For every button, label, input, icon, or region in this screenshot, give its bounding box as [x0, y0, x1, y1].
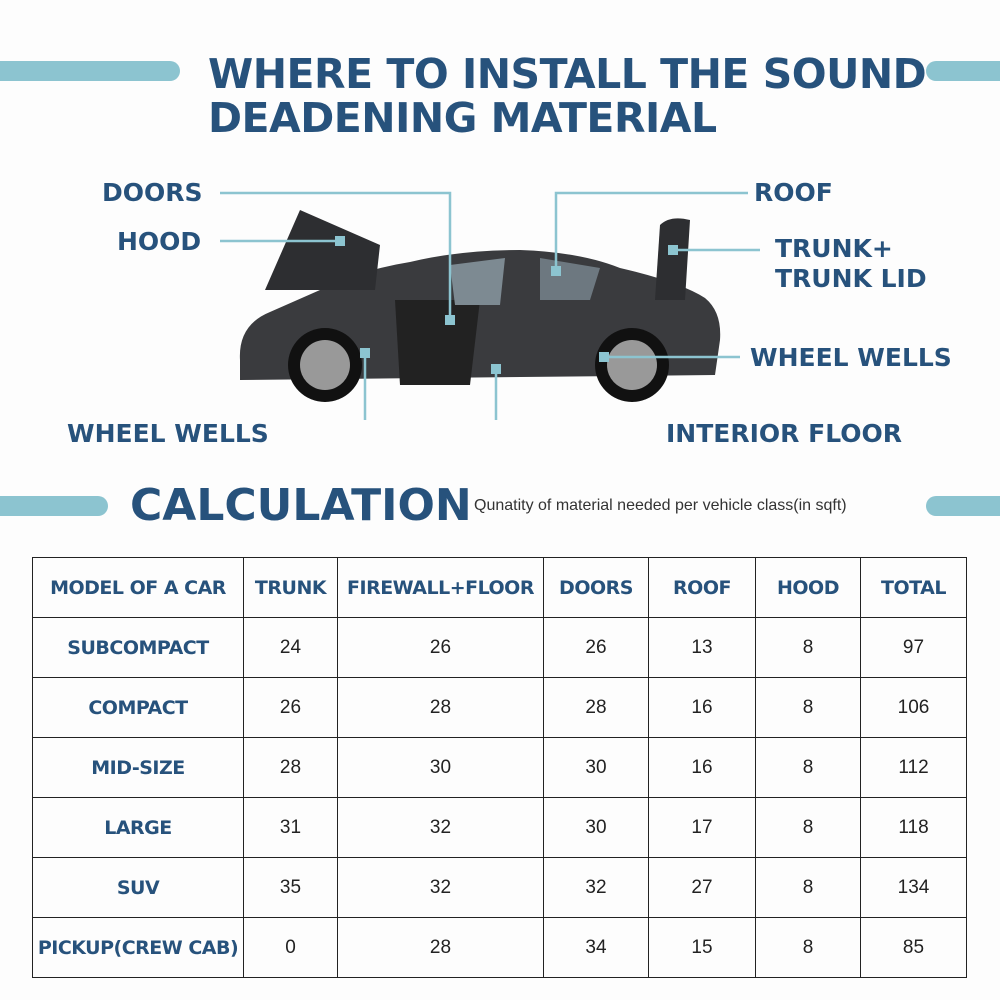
label-roof: ROOF	[754, 178, 833, 207]
cell-firewall-floor: 32	[337, 797, 544, 858]
cell-doors: 30	[543, 737, 649, 798]
header-doors: DOORS	[543, 557, 649, 618]
cell-hood: 8	[755, 857, 861, 918]
cell-hood: 8	[755, 797, 861, 858]
cell-roof: 16	[648, 677, 756, 738]
table-row: PICKUP(CREW CAB) 0 28 34 15 8 85	[32, 917, 967, 978]
table-row: MID-SIZE 28 30 30 16 8 112	[32, 737, 967, 798]
header-model: MODEL OF A CAR	[32, 557, 244, 618]
cell-firewall-floor: 28	[337, 917, 544, 978]
cell-doors: 32	[543, 857, 649, 918]
decor-bar-mid-left	[0, 496, 108, 516]
cell-trunk: 35	[243, 857, 338, 918]
cell-total: 97	[860, 617, 967, 678]
cell-roof: 27	[648, 857, 756, 918]
cell-total: 112	[860, 737, 967, 798]
cell-roof: 17	[648, 797, 756, 858]
cell-model: SUV	[32, 857, 244, 918]
label-trunk: TRUNK+ TRUNK LID	[775, 234, 927, 293]
header-hood: HOOD	[755, 557, 861, 618]
cell-model: SUBCOMPACT	[32, 617, 244, 678]
cell-doors: 34	[543, 917, 649, 978]
cell-trunk: 24	[243, 617, 338, 678]
cell-doors: 26	[543, 617, 649, 678]
label-doors: DOORS	[102, 178, 203, 207]
header-total: TOTAL	[860, 557, 967, 618]
leader-lines	[220, 191, 760, 420]
cell-doors: 28	[543, 677, 649, 738]
cell-firewall-floor: 26	[337, 617, 544, 678]
cell-firewall-floor: 28	[337, 677, 544, 738]
table-row: LARGE 31 32 30 17 8 118	[32, 797, 967, 858]
cell-model: LARGE	[32, 797, 244, 858]
cell-trunk: 0	[243, 917, 338, 978]
cell-hood: 8	[755, 617, 861, 678]
header-roof: ROOF	[648, 557, 756, 618]
label-wheel-wells-right: WHEEL WELLS	[750, 343, 952, 372]
cell-firewall-floor: 30	[337, 737, 544, 798]
table-row: SUV 35 32 32 27 8 134	[32, 857, 967, 918]
decor-bar-top-right	[926, 61, 1000, 81]
decor-bar-top-left	[0, 61, 180, 81]
decor-bar-mid-right	[926, 496, 1000, 516]
cell-total: 85	[860, 917, 967, 978]
cell-trunk: 31	[243, 797, 338, 858]
cell-total: 106	[860, 677, 967, 738]
cell-hood: 8	[755, 737, 861, 798]
cell-roof: 13	[648, 617, 756, 678]
cell-model: COMPACT	[32, 677, 244, 738]
table-row: COMPACT 26 28 28 16 8 106	[32, 677, 967, 738]
material-table: MODEL OF A CAR TRUNK FIREWALL+FLOOR DOOR…	[32, 557, 967, 978]
calculation-heading: CALCULATION	[130, 480, 472, 531]
cell-trunk: 26	[243, 677, 338, 738]
cell-trunk: 28	[243, 737, 338, 798]
cell-hood: 8	[755, 917, 861, 978]
calculation-subtitle: Qunatity of material needed per vehicle …	[474, 497, 847, 514]
cell-roof: 15	[648, 917, 756, 978]
page-title: WHERE TO INSTALL THE SOUND DEADENING MATE…	[208, 50, 927, 142]
cell-model: MID-SIZE	[32, 737, 244, 798]
cell-total: 134	[860, 857, 967, 918]
cell-total: 118	[860, 797, 967, 858]
label-wheel-wells-left: WHEEL WELLS	[67, 419, 269, 448]
cell-doors: 30	[543, 797, 649, 858]
header-trunk: TRUNK	[243, 557, 338, 618]
car-illustration	[220, 191, 760, 420]
header-firewall-floor: FIREWALL+FLOOR	[337, 557, 544, 618]
label-interior-floor: INTERIOR FLOOR	[666, 419, 902, 448]
cell-model: PICKUP(CREW CAB)	[32, 917, 244, 978]
cell-roof: 16	[648, 737, 756, 798]
cell-hood: 8	[755, 677, 861, 738]
wheels	[288, 328, 669, 402]
label-hood: HOOD	[117, 227, 202, 256]
table-header-row: MODEL OF A CAR TRUNK FIREWALL+FLOOR DOOR…	[32, 557, 967, 618]
cell-firewall-floor: 32	[337, 857, 544, 918]
table-row: SUBCOMPACT 24 26 26 13 8 97	[32, 617, 967, 678]
